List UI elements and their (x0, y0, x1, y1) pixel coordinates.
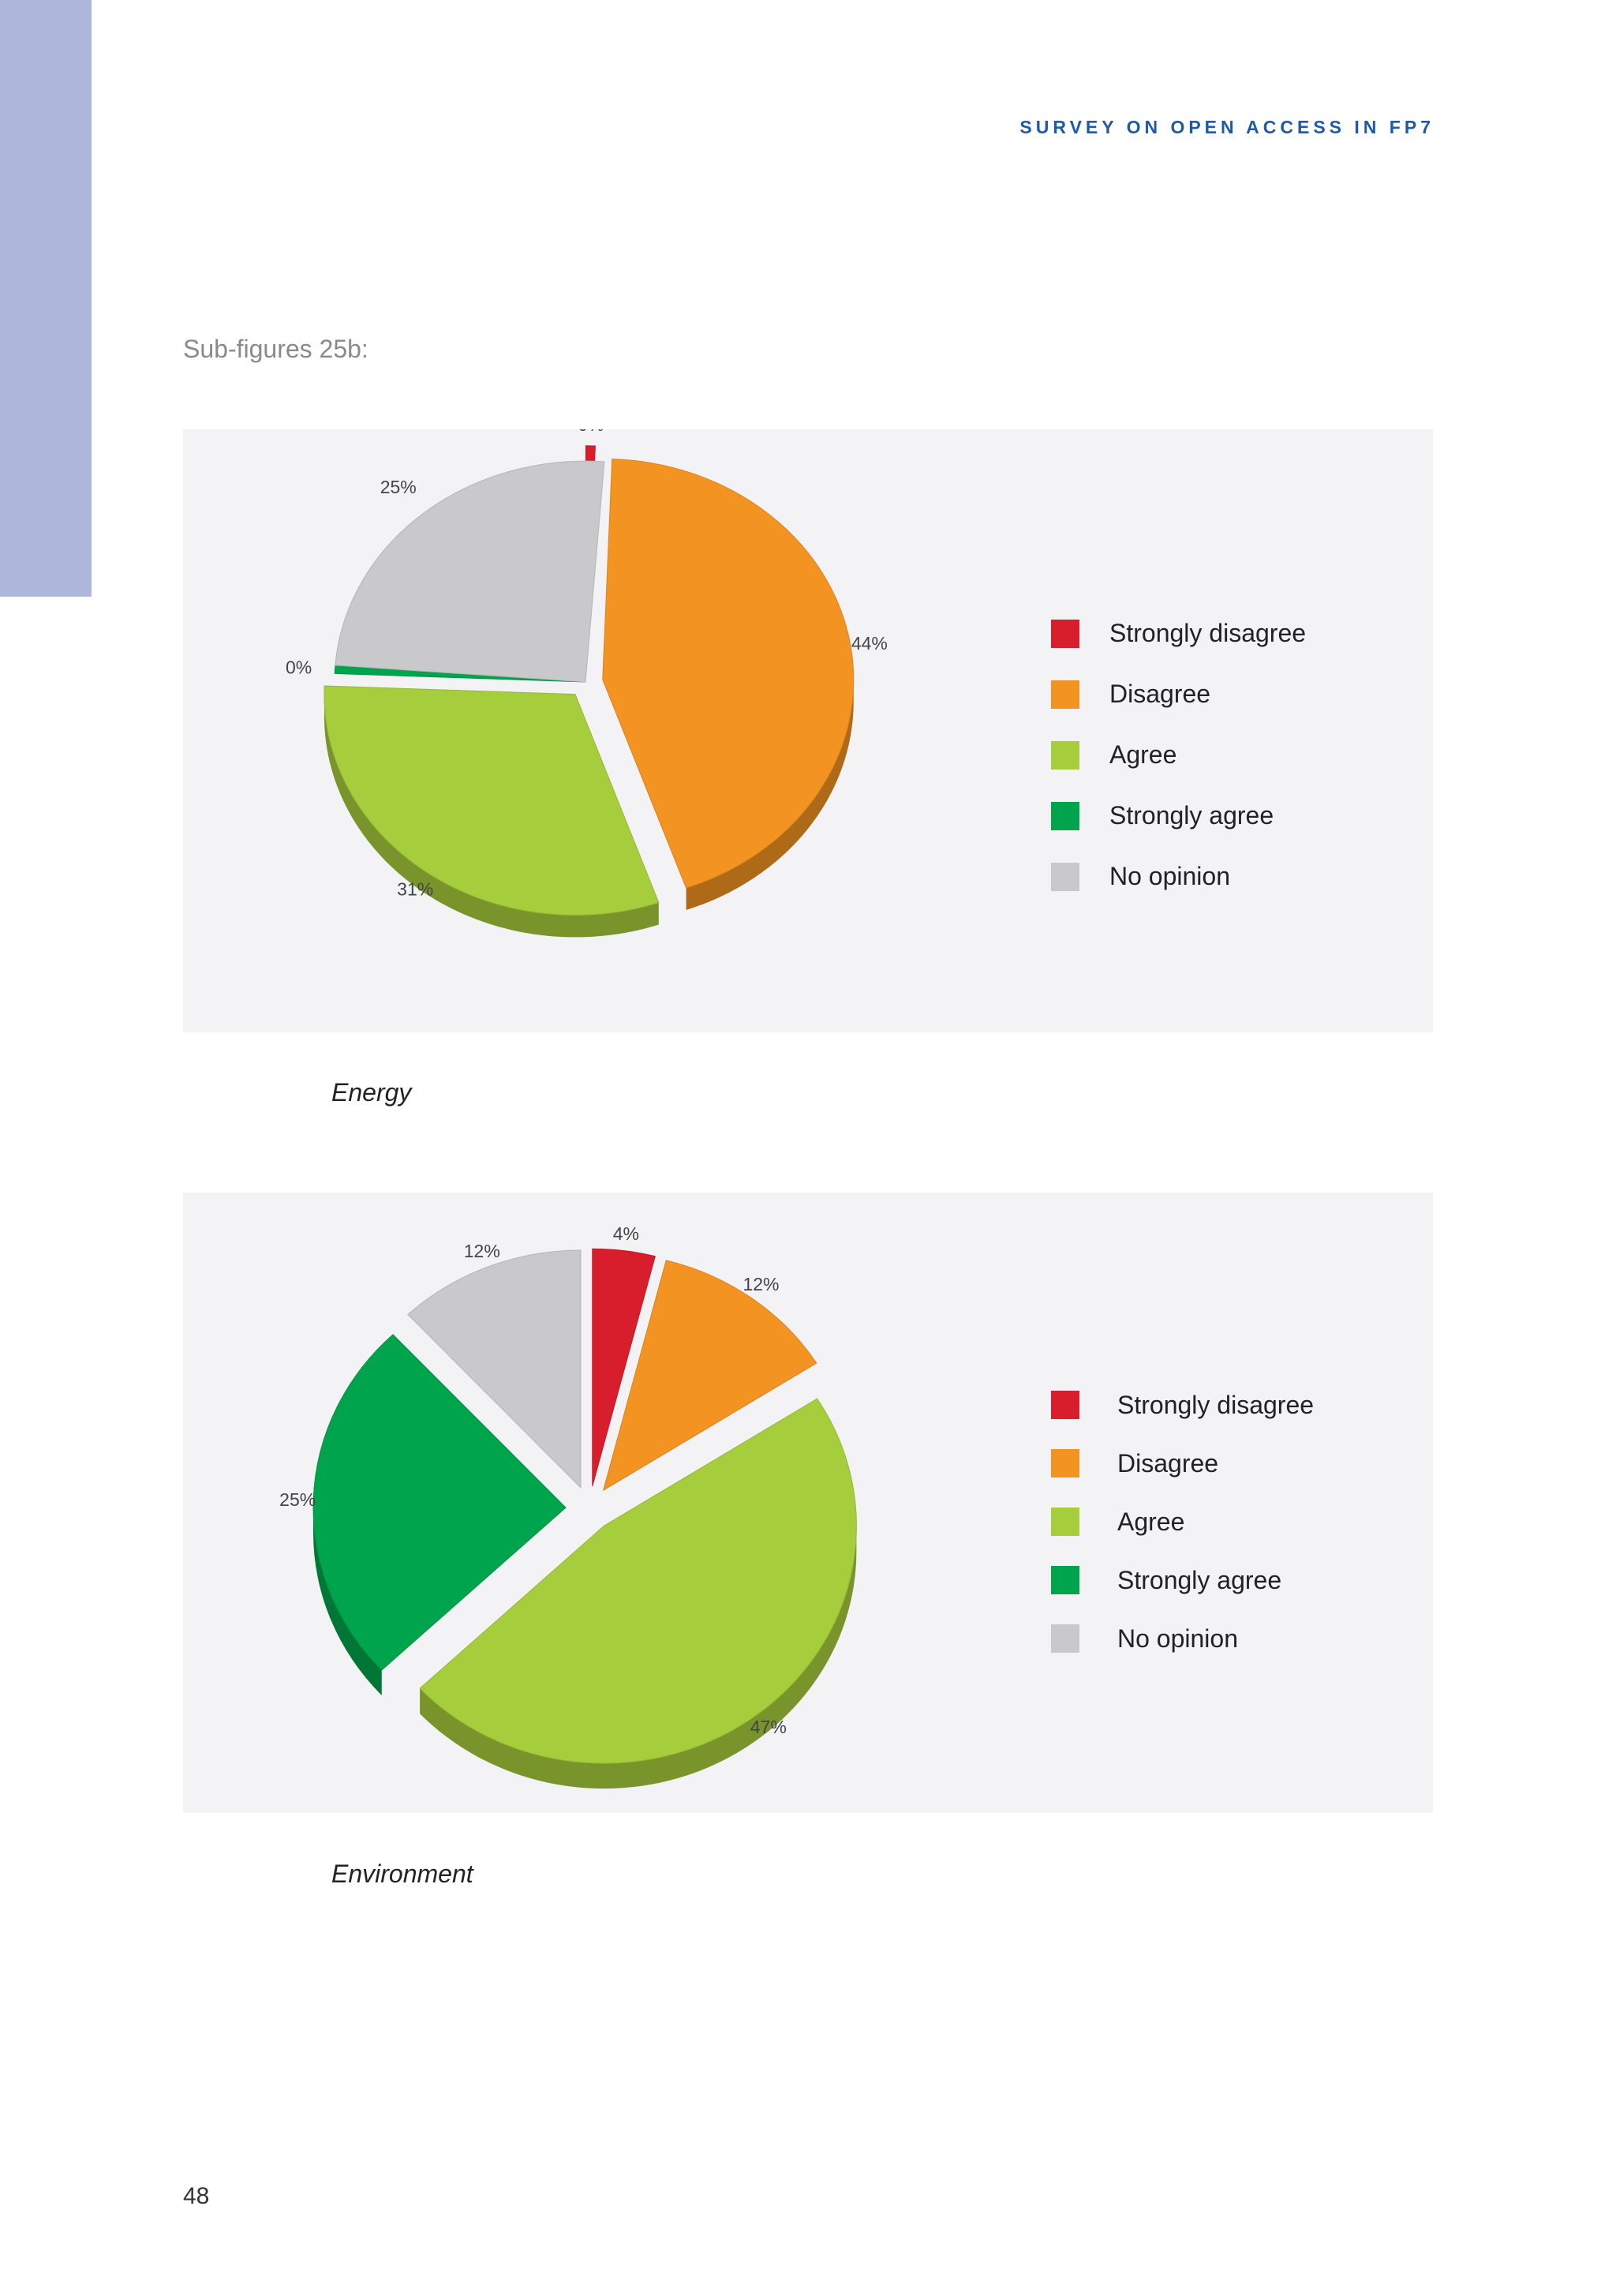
pie-slice-disagree (602, 458, 855, 889)
legend-swatch-no-opinion (1051, 1624, 1079, 1653)
running-header: SURVEY ON OPEN ACCESS IN FP7 (1019, 117, 1435, 137)
pie-slice-strongly-disagree (592, 1248, 656, 1487)
legend-label: Agree (1117, 1507, 1185, 1536)
legend-swatch-disagree (1051, 680, 1079, 709)
environment-chart-caption: Environment (331, 1860, 473, 1888)
environment-legend: Strongly disagree Disagree Agree Strongl… (1051, 1376, 1314, 1668)
legend-label: Strongly disagree (1117, 1390, 1315, 1419)
legend-swatch-strongly-agree (1051, 1566, 1079, 1594)
data-label-strongly-agree: 0% (286, 657, 312, 678)
pie-slice-no-opinion (335, 460, 605, 683)
data-label-disagree: 12% (743, 1274, 779, 1294)
energy-legend: Strongly disagree Disagree Agree Strongl… (1051, 603, 1306, 907)
energy-pie-chart: 0% 44% 31% 0% 25% (286, 429, 888, 938)
legend-label: Disagree (1109, 680, 1211, 708)
pie-slice-no-opinion (407, 1249, 582, 1489)
side-color-band (0, 0, 92, 597)
pie-slice-side-agree (420, 1526, 857, 1789)
legend-label: Strongly agree (1117, 1565, 1282, 1594)
legend-item-disagree: Disagree (1051, 1434, 1314, 1493)
legend-item-strongly-disagree: Strongly disagree (1051, 1376, 1314, 1434)
legend-swatch-agree (1051, 740, 1079, 770)
legend-label: Agree (1109, 740, 1177, 769)
environment-pie-chart: 4% 12% 47% 25% 12% (279, 1223, 857, 1789)
legend-item-strongly-disagree: Strongly disagree (1051, 603, 1306, 664)
pie-slice-agree (324, 685, 660, 916)
legend-item-no-opinion: No opinion (1051, 1609, 1314, 1668)
pie-slice-agree (419, 1398, 857, 1764)
data-label-strongly-agree: 25% (279, 1489, 316, 1510)
legend-item-agree: Agree (1051, 725, 1306, 785)
legend-swatch-strongly-disagree (1051, 619, 1079, 648)
page-number: 48 (183, 2183, 210, 2209)
legend-swatch-strongly-disagree (1051, 1391, 1079, 1419)
legend-label: Strongly disagree (1109, 619, 1307, 647)
pie-slice-strongly-agree (312, 1334, 567, 1671)
energy-chart-caption: Energy (331, 1078, 412, 1107)
energy-chart-panel: 0% 44% 31% 0% 25% Strongly disagree Disagree… (183, 429, 1433, 1032)
legend-item-agree: Agree (1051, 1493, 1314, 1551)
data-label-agree: 31% (397, 878, 433, 899)
legend-label: No opinion (1117, 1624, 1238, 1653)
legend-item-strongly-agree: Strongly agree (1051, 785, 1306, 846)
data-label-strongly-disagree: 0% (578, 429, 604, 435)
legend-swatch-disagree (1051, 1449, 1079, 1478)
pie-slice-side-strongly-agree (313, 1508, 382, 1696)
data-label-no-opinion: 25% (380, 477, 417, 497)
pie-slice-side-disagree (686, 680, 854, 910)
section-label: Sub-figures 25b: (183, 335, 368, 363)
data-label-disagree: 44% (851, 633, 888, 654)
data-label-strongly-disagree: 4% (613, 1223, 639, 1244)
data-label-agree: 47% (750, 1717, 787, 1737)
legend-swatch-no-opinion (1051, 862, 1079, 891)
pie-slice-disagree (602, 1260, 817, 1492)
legend-label: Strongly agree (1109, 801, 1274, 830)
pie-slice-side-agree (324, 694, 659, 938)
legend-swatch-strongly-agree (1051, 801, 1079, 830)
legend-item-strongly-agree: Strongly agree (1051, 1551, 1314, 1609)
legend-label: No opinion (1109, 862, 1230, 890)
legend-swatch-agree (1051, 1508, 1079, 1536)
legend-item-disagree: Disagree (1051, 664, 1306, 725)
data-label-no-opinion: 12% (464, 1241, 500, 1261)
environment-chart-panel: 4% 12% 47% 25% 12% Strongly disagree Disagre… (183, 1193, 1433, 1813)
legend-item-no-opinion: No opinion (1051, 846, 1306, 907)
legend-label: Disagree (1117, 1448, 1219, 1478)
